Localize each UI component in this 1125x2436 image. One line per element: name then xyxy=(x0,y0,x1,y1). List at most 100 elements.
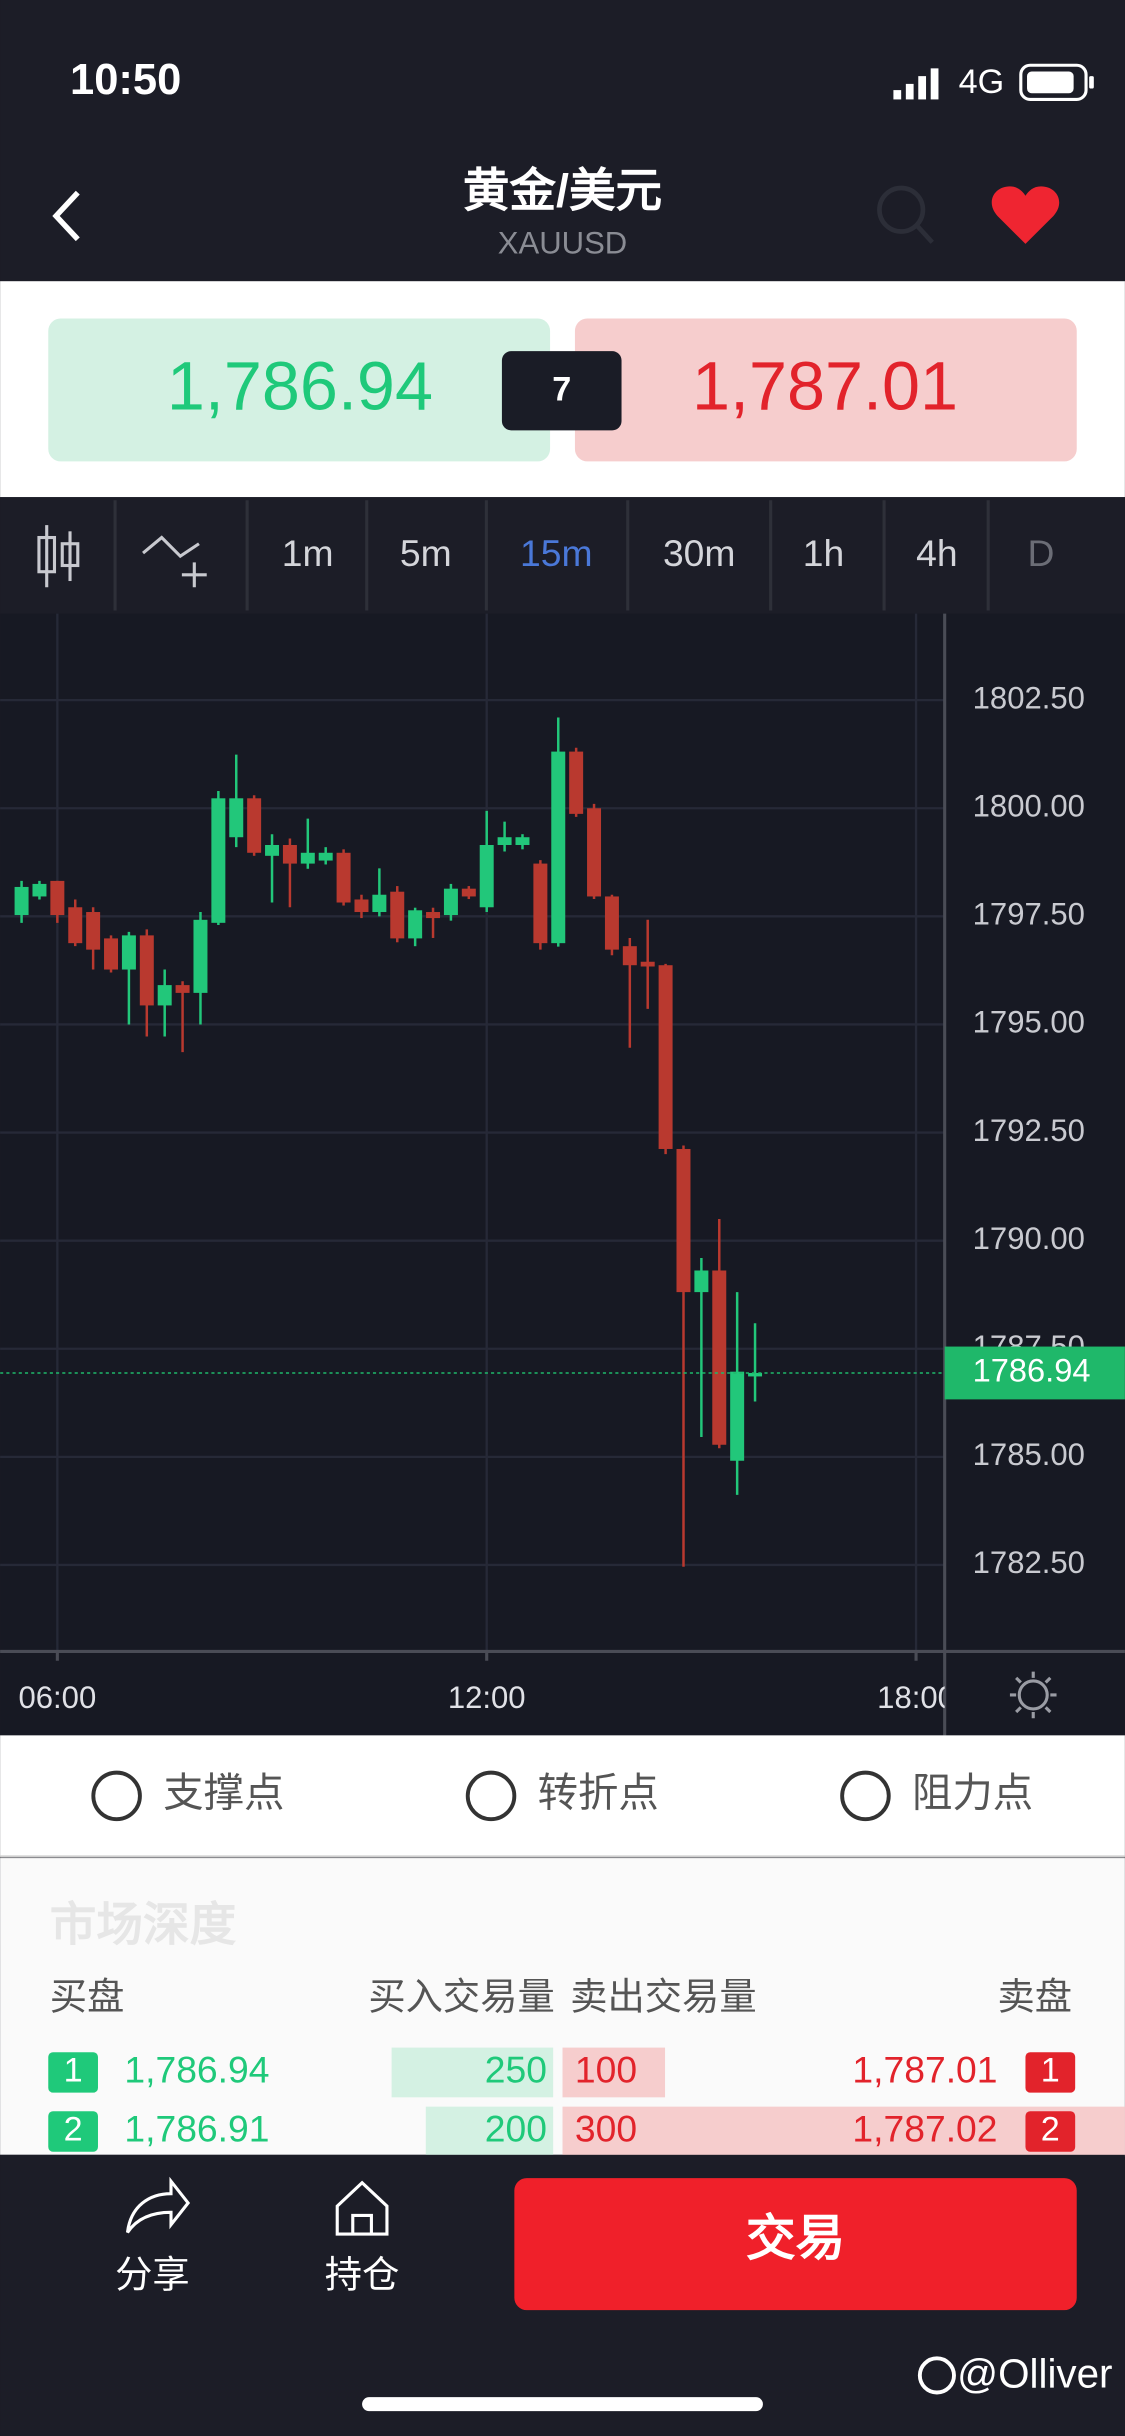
bid-rank-badge xyxy=(48,2111,98,2152)
option-radio xyxy=(91,1770,142,1822)
x-tick-label: 12:00 xyxy=(448,1680,526,1715)
indicator-button[interactable] xyxy=(142,535,207,588)
candle-body xyxy=(515,837,530,846)
bid-rank: 2 xyxy=(64,2111,83,2149)
positions-label: 持仓 xyxy=(325,2253,400,2295)
status-time: 10:50 xyxy=(70,56,181,104)
depth-rows: 1 1,786.94 250 100 1,787.01 1 2 1,786.91 200 300 1… xyxy=(48,2048,1076,2152)
candle-body xyxy=(622,946,637,966)
option-label: 支撑点 xyxy=(163,1770,284,1816)
candle-body xyxy=(461,888,476,897)
candle-body xyxy=(712,1270,727,1445)
candle-body xyxy=(426,912,441,919)
signal-icon xyxy=(893,68,939,100)
spread-box xyxy=(501,351,622,431)
y-axis: 1782.501785.001787.501790.001792.501795.… xyxy=(973,680,1085,1580)
timeframe-tabs: 1m 5m 15m 30m 1h 4h D xyxy=(37,500,1055,611)
bid-volume: 250 xyxy=(485,2048,547,2090)
y-tick-label: 1785.00 xyxy=(973,1437,1085,1472)
candle-body xyxy=(604,896,619,950)
watermark-logo xyxy=(917,2356,956,2395)
candle-body xyxy=(14,886,29,916)
candle-body xyxy=(354,899,369,913)
ask-volume: 300 xyxy=(575,2107,637,2149)
trade-label: 交易 xyxy=(746,2210,845,2266)
header-symbol: XAUUSD xyxy=(498,226,627,261)
bid-volume-bg xyxy=(391,2047,554,2098)
timeframe-tab[interactable]: 30m xyxy=(663,532,735,574)
option-radio xyxy=(840,1770,891,1822)
option-label: 转折点 xyxy=(538,1770,659,1816)
timeframe-tab[interactable]: 1h xyxy=(803,532,844,574)
y-tick-label: 1797.50 xyxy=(973,897,1085,932)
y-tick-label: 1790.00 xyxy=(973,1221,1085,1256)
candle-body xyxy=(193,919,208,993)
share-label: 分享 xyxy=(115,2253,190,2295)
ask-rank: 1 xyxy=(1041,2051,1060,2089)
chart-settings-button[interactable] xyxy=(1009,1671,1057,1719)
candle-body xyxy=(658,965,673,1149)
candle-body xyxy=(50,880,65,916)
candle-body xyxy=(748,1372,763,1377)
ask-rank: 2 xyxy=(1041,2111,1060,2149)
timeframe-tab[interactable]: 1m xyxy=(282,532,334,574)
chart-options: 支撑点 转折点 阻力点 xyxy=(91,1770,1033,1822)
header-bg xyxy=(0,0,1125,282)
candle-body xyxy=(300,852,315,864)
candle-body xyxy=(443,888,458,916)
options-bg xyxy=(0,1735,1125,1857)
candle-body xyxy=(318,852,333,861)
back-button[interactable] xyxy=(52,190,80,242)
tabs-bg xyxy=(0,497,1125,614)
ask-box[interactable] xyxy=(574,318,1077,462)
plot-area xyxy=(0,717,945,1567)
candle-body xyxy=(139,935,154,1006)
last-price-label: 1786.94 xyxy=(973,1352,1091,1389)
ask-rank-badge xyxy=(1025,2052,1076,2093)
bid-volume: 200 xyxy=(485,2107,547,2149)
status-network: 4G xyxy=(959,63,1005,101)
option[interactable]: 转折点 xyxy=(465,1770,659,1822)
depth-header: 卖出交易量 xyxy=(570,1975,756,2017)
candle-body xyxy=(175,985,190,993)
candle-body xyxy=(229,798,244,838)
last-price-tag xyxy=(944,1346,1125,1400)
option-label: 阻力点 xyxy=(912,1770,1033,1816)
y-tick-label: 1802.50 xyxy=(973,680,1085,715)
candle-body xyxy=(497,837,512,846)
candle-body xyxy=(390,891,405,939)
home-indicator xyxy=(362,2397,763,2412)
y-tick-label: 1795.00 xyxy=(973,1005,1085,1040)
option[interactable]: 支撑点 xyxy=(91,1770,284,1822)
candle-type-button[interactable] xyxy=(37,525,80,588)
search-button[interactable] xyxy=(877,185,934,244)
bid-box[interactable] xyxy=(48,318,551,462)
bid-price: 1,786.91 xyxy=(124,2107,269,2149)
share-button[interactable]: 分享 xyxy=(115,2176,191,2295)
candle-body xyxy=(282,845,297,864)
candle-body xyxy=(372,894,387,913)
timeframe-tab[interactable]: 5m xyxy=(400,532,452,574)
favorite-button[interactable] xyxy=(991,186,1060,244)
candle-body xyxy=(336,852,351,903)
candle-body xyxy=(569,751,584,814)
depth-bg xyxy=(0,1858,1125,2155)
bid-price: 1,786.94 xyxy=(167,349,433,425)
ask-volume: 100 xyxy=(575,2048,637,2090)
candle-body xyxy=(157,985,172,1006)
timeframe-tab[interactable]: D xyxy=(1028,532,1055,574)
timeframe-tab[interactable]: 4h xyxy=(916,532,957,574)
grid xyxy=(0,613,945,1652)
depth-header: 买入交易量 xyxy=(368,1975,554,2017)
ask-price: 1,787.01 xyxy=(692,349,958,425)
candle-body xyxy=(587,808,602,897)
candle-body xyxy=(676,1148,691,1293)
trade-button[interactable]: 交易 xyxy=(514,2178,1077,2311)
candle-body xyxy=(211,798,226,923)
timeframe-tab[interactable]: 15m xyxy=(520,532,593,574)
option[interactable]: 阻力点 xyxy=(840,1770,1033,1822)
candle-body xyxy=(121,935,136,970)
bid-price: 1,786.94 xyxy=(124,2048,269,2090)
positions-button[interactable]: 持仓 xyxy=(325,2180,400,2296)
